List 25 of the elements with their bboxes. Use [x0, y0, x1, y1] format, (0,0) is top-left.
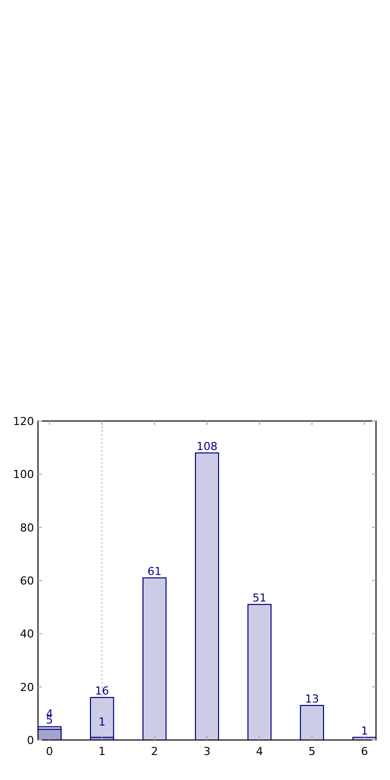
data-label: 16: [95, 684, 110, 698]
data-label: 1: [98, 715, 106, 728]
data-label: 108: [196, 440, 218, 453]
bar: [142, 577, 167, 740]
x-tick-label: 1: [98, 745, 106, 758]
y-tick-label: 60: [20, 574, 34, 588]
bar: [300, 704, 324, 740]
y-tick-label: 80: [20, 521, 34, 534]
y-tick-label: 0: [27, 734, 34, 747]
data-label: 13: [304, 692, 319, 706]
x-tick-label: 4: [256, 745, 263, 758]
x-tick-label: 0: [46, 745, 54, 758]
y-tick-label: 40: [20, 628, 34, 641]
x-tick-label: 3: [204, 745, 210, 758]
data-label: 51: [252, 591, 266, 604]
y-tick-label: 100: [13, 468, 34, 482]
y-tick-label: 120: [13, 415, 34, 428]
bar: [247, 604, 272, 740]
x-tick-label: 6: [360, 745, 368, 758]
x-tick-label: 5: [308, 745, 316, 758]
x-tick-label: 2: [151, 745, 158, 758]
y-tick-label: 20: [20, 680, 34, 694]
data-label: 61: [148, 564, 162, 578]
data-label: 1: [360, 724, 368, 738]
bar: [194, 452, 220, 740]
